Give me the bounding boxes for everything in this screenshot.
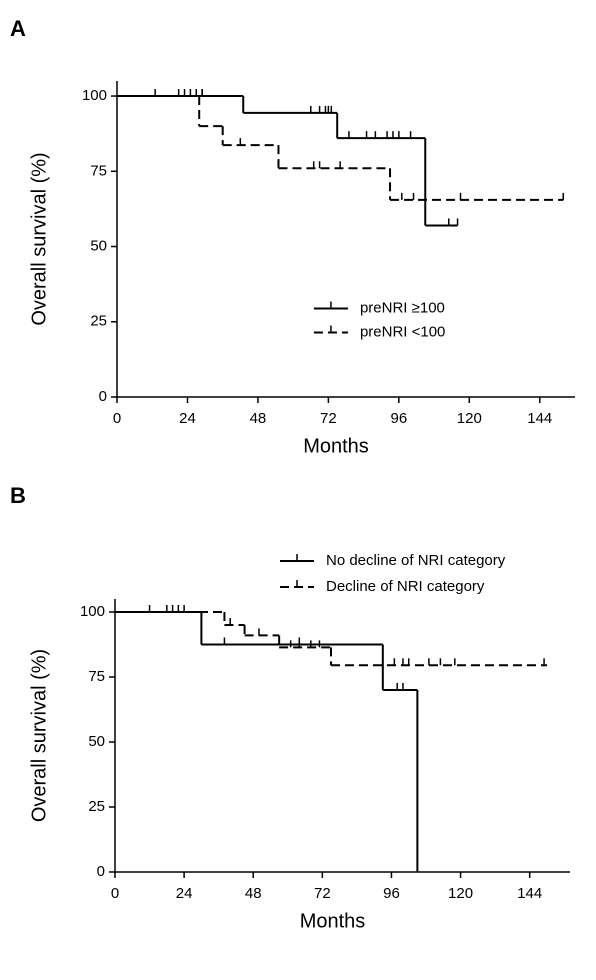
x-tick-label: 120: [457, 410, 482, 427]
y-tick-label: 50: [90, 237, 107, 254]
legend-label: No decline of NRI category: [326, 552, 506, 569]
x-axis-title: Months: [300, 910, 366, 932]
y-tick-label: 0: [99, 388, 107, 405]
y-tick-label: 75: [90, 162, 107, 179]
x-tick-label: 0: [113, 410, 121, 427]
y-tick-label: 0: [97, 863, 105, 880]
y-tick-label: 25: [88, 798, 105, 815]
y-tick-label: 25: [90, 313, 107, 330]
x-tick-label: 96: [383, 885, 400, 902]
legend-label: Decline of NRI category: [326, 578, 485, 595]
x-tick-label: 72: [314, 885, 331, 902]
x-tick-label: 24: [176, 885, 193, 902]
x-axis-title: Months: [303, 435, 369, 457]
y-tick-label: 100: [80, 603, 105, 620]
y-axis-title: Overall survival (%): [28, 649, 50, 822]
panel-label: A: [10, 16, 26, 41]
x-tick-label: 72: [320, 410, 337, 427]
x-tick-label: 144: [517, 885, 542, 902]
x-tick-label: 96: [391, 410, 408, 427]
x-tick-label: 120: [448, 885, 473, 902]
legend-label: preNRI <100: [360, 323, 445, 340]
x-tick-label: 48: [245, 885, 262, 902]
x-tick-label: 0: [111, 885, 119, 902]
x-tick-label: 144: [527, 410, 552, 427]
y-axis-title: Overall survival (%): [28, 152, 50, 325]
panel-label: B: [10, 483, 26, 508]
y-tick-label: 100: [82, 87, 107, 104]
y-tick-label: 75: [88, 668, 105, 685]
x-tick-label: 24: [179, 410, 196, 427]
legend-label: preNRI ≥100: [360, 299, 445, 316]
x-tick-label: 48: [250, 410, 267, 427]
y-tick-label: 50: [88, 733, 105, 750]
